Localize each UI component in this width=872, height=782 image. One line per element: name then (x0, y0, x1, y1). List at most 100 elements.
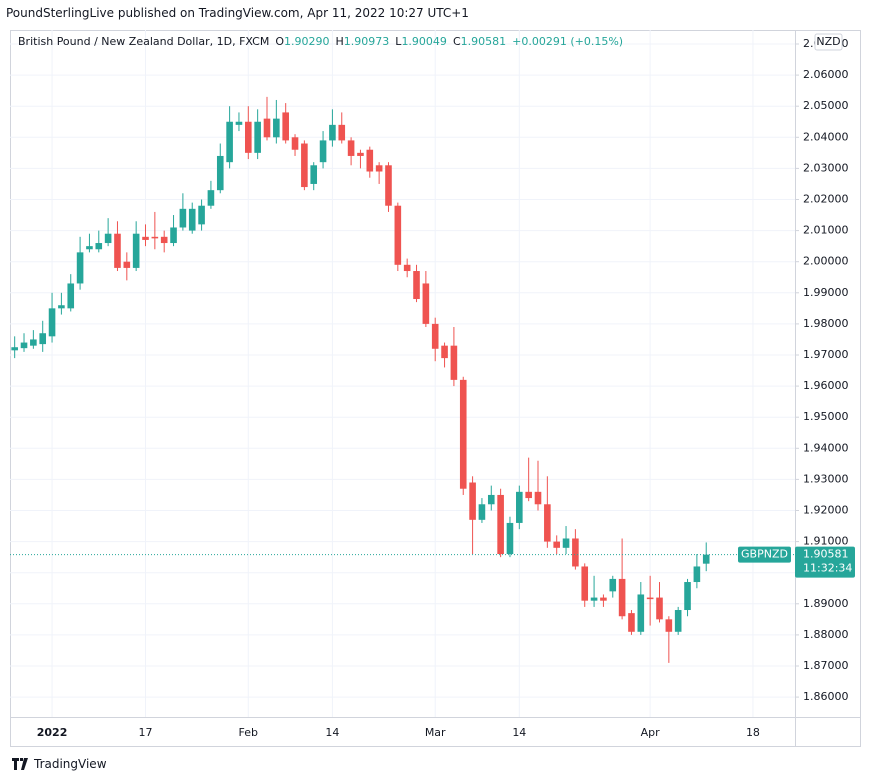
candle-body (366, 149, 374, 172)
candle-body (516, 491, 523, 523)
candle-body (618, 578, 626, 617)
candle-body (702, 554, 710, 564)
legend-value: 1.90049 (401, 35, 447, 48)
candle-body (104, 233, 112, 244)
symbol-tag (738, 546, 791, 563)
candle-body (160, 236, 168, 244)
legend-key: L (395, 35, 402, 48)
candle-body (534, 491, 542, 505)
candle-body (142, 236, 149, 240)
y-tick-label: 1.91000 (803, 535, 849, 548)
candle-body (684, 582, 691, 611)
candle-body (198, 205, 205, 225)
y-tick-label: 1.96000 (803, 379, 849, 392)
candle-body (693, 566, 701, 583)
candle-body (431, 323, 439, 349)
y-tick-label: 2.03000 (803, 161, 849, 174)
price-label: 1.90581 (803, 548, 849, 561)
candle-body (506, 522, 514, 555)
candle-body (600, 597, 607, 601)
candle-body (572, 538, 579, 567)
candle-body (39, 333, 47, 345)
legend-value: 1.90973 (343, 35, 390, 48)
candle-body (170, 227, 177, 244)
candle-body (48, 308, 56, 337)
candle-body (525, 491, 532, 499)
candle-body (301, 143, 308, 188)
candle-body (469, 482, 476, 520)
candle-body (254, 121, 261, 153)
candle-body (30, 339, 37, 346)
logo (12, 758, 28, 770)
publisher-line: PoundSterlingLive published on TradingVi… (6, 6, 469, 20)
candle-body (67, 283, 75, 309)
candle-body (403, 264, 411, 272)
candle-body (263, 118, 271, 138)
candle-body (338, 124, 346, 141)
symbol-label: GBPNZD (741, 548, 788, 561)
candle-body (581, 566, 589, 601)
candle-body (151, 236, 159, 239)
y-tick-label: 2.04000 (803, 130, 849, 143)
candle-body (310, 165, 318, 184)
candle-body (86, 246, 93, 250)
x-tick-label: Mar (425, 726, 446, 739)
candle-body (637, 594, 645, 632)
candle-body (459, 379, 467, 489)
candle-body (291, 137, 299, 150)
y-tick-label: 2.05000 (803, 99, 849, 112)
candle-body (273, 118, 280, 138)
legend-title: British Pound / New Zealand Dollar, 1D, … (18, 35, 270, 48)
y-tick-label: 2.06000 (803, 68, 849, 81)
candle-body (95, 243, 103, 250)
candle-body (188, 208, 196, 231)
legend-key: O (275, 35, 285, 48)
candle-body (609, 578, 617, 592)
footer-brand: TradingView (34, 757, 107, 771)
candle-body (478, 504, 486, 520)
candle-body (179, 208, 187, 228)
y-tick-label: 1.97000 (803, 348, 849, 361)
candle-body (319, 140, 327, 163)
y-tick-label: 2.02000 (803, 192, 849, 205)
y-tick-label: 2.01000 (803, 224, 849, 237)
candle-body (235, 121, 243, 125)
candle-body (394, 205, 402, 265)
candle-body (207, 190, 215, 206)
candle-body (216, 155, 224, 191)
candle-body (665, 619, 673, 632)
currency-badge (814, 33, 843, 51)
legend-value: 1.90290 (284, 35, 330, 48)
x-tick-label: Apr (641, 726, 661, 739)
candle-body (245, 121, 252, 153)
y-tick-label: 1.88000 (803, 628, 849, 641)
y-tick-label: 1.86000 (803, 690, 849, 703)
candle-body (132, 233, 140, 268)
candle-body (487, 494, 495, 505)
candle-body (20, 342, 28, 349)
y-tick-label: 1.99000 (803, 286, 849, 299)
candle-body (646, 597, 654, 600)
footer: TradingView (12, 757, 107, 771)
y-tick-label: 1.89000 (803, 597, 849, 610)
candle-body (656, 597, 663, 620)
countdown: 11:32:34 (803, 562, 852, 575)
candle-body (497, 494, 504, 555)
candle-body (226, 121, 233, 163)
x-tick-label: Feb (239, 726, 258, 739)
legend-key: H (335, 35, 344, 48)
candle-body (282, 112, 289, 141)
candle-body (450, 345, 458, 380)
candle-body (544, 504, 551, 542)
x-tick-label: 18 (746, 726, 760, 739)
candle-body (76, 252, 84, 284)
candle-body (58, 305, 65, 309)
price-tag (795, 546, 855, 578)
legend-key: C (452, 35, 461, 48)
y-tick-label: 1.87000 (803, 659, 849, 672)
candle-body (357, 152, 364, 156)
x-tick-label: 14 (512, 726, 526, 739)
currency-label: NZD (816, 35, 840, 48)
